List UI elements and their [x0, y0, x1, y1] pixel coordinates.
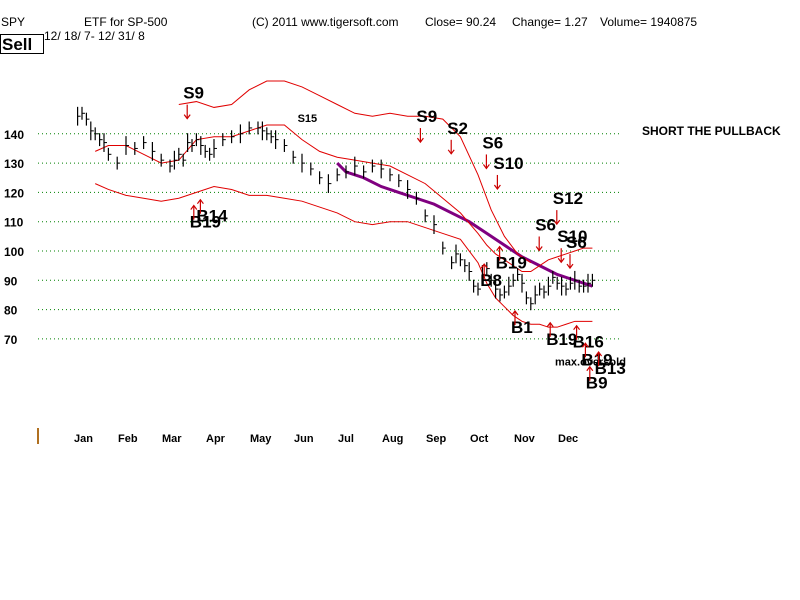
y-tick-label: 110 — [4, 216, 24, 230]
signal-label: B16 — [573, 333, 604, 352]
signal-arrowhead — [573, 324, 581, 331]
strategy-note: SHORT THE PULLBACK — [642, 124, 781, 138]
signal-arrowhead — [566, 263, 574, 270]
grid-lines — [38, 133, 620, 340]
price-bars — [76, 106, 596, 311]
x-tick-label: Jun — [294, 433, 314, 445]
signal-label: S2 — [447, 119, 468, 138]
signal-arrowhead — [447, 149, 455, 155]
y-tick-label: 90 — [4, 274, 18, 288]
change-value: Change= 1.27 — [512, 15, 588, 29]
signal-arrowhead — [553, 219, 561, 226]
x-tick-label: Nov — [514, 433, 536, 445]
signal-label: max.oversold — [555, 356, 626, 368]
signal-label: B1 — [511, 318, 533, 337]
date-range: 12/ 18/ 7- 12/ 31/ 8 — [44, 29, 145, 43]
x-tick-label: Apr — [206, 433, 226, 445]
signal-arrowhead — [493, 184, 501, 190]
signal-arrowhead — [557, 257, 565, 264]
signal-arrowhead — [586, 365, 594, 372]
signal-label: B9 — [586, 374, 608, 393]
signal-arrowhead — [416, 137, 424, 144]
signal-label: B13 — [595, 359, 626, 378]
signal-arrowhead — [480, 263, 488, 269]
x-tick-label: Sep — [426, 433, 446, 445]
signal-arrowhead — [482, 164, 490, 170]
signal-label: B19 — [190, 213, 221, 232]
signal-arrowhead — [535, 246, 543, 252]
x-axis-labels: Jan Feb Mar Apr May Jun Jul Aug Sep Oct Nov Dec — [37, 428, 578, 445]
upper-band-line — [94, 124, 593, 273]
fund-description: ETF for SP-500 — [84, 15, 168, 29]
signal-arrowhead — [183, 114, 191, 120]
x-tick-label: Feb — [118, 433, 138, 445]
signal-label: B8 — [480, 271, 502, 290]
x-tick-label: Jan — [74, 433, 93, 445]
signal-arrowhead — [581, 342, 589, 348]
x-tick-label: Dec — [558, 433, 578, 445]
signal-label: S6 — [482, 133, 503, 152]
signal-arrowhead — [595, 351, 603, 357]
copyright-text: (C) 2011 www.tigersoft.com — [252, 15, 399, 29]
signal-label: S6 — [535, 215, 556, 234]
x-tick-label: May — [250, 433, 272, 445]
signal-label: S10 — [493, 154, 523, 173]
signal-arrowhead — [511, 310, 519, 316]
x-tick-label: Oct — [470, 433, 489, 445]
y-tick-label: 120 — [4, 186, 24, 200]
y-tick-label: 100 — [4, 245, 24, 259]
signal-label: S10 — [557, 227, 587, 246]
close-value: Close= 90.24 — [425, 15, 497, 29]
signal-label: B19 — [496, 254, 527, 273]
signal-label: B19 — [581, 350, 612, 369]
status-badge: Sell — [0, 34, 44, 54]
moving-average-line — [336, 162, 593, 288]
x-tick-label: Jul — [338, 433, 354, 445]
y-tick-label: 130 — [4, 157, 24, 171]
y-axis-labels: 140 130 120 110 100 90 80 70 — [4, 128, 24, 347]
x-tick-label: Mar — [162, 433, 182, 445]
outer-band-line — [178, 80, 532, 264]
signal-arrowhead — [196, 198, 204, 205]
signal-label: S15 — [298, 113, 318, 125]
chart-lines — [94, 80, 593, 328]
signal-label: S12 — [553, 189, 583, 208]
signal-label: S9 — [183, 84, 204, 103]
signal-label: B19 — [546, 330, 577, 349]
x-tick-label: Aug — [382, 433, 403, 445]
signal-arrowhead — [496, 245, 504, 251]
signal-label: S9 — [416, 107, 437, 126]
ticker-symbol: SPY — [1, 15, 26, 29]
signal-arrowhead — [546, 321, 554, 328]
signal-label: B14 — [196, 207, 228, 226]
y-tick-label: 80 — [4, 304, 18, 318]
signal-arrowhead — [190, 204, 198, 210]
lower-band-line — [94, 183, 593, 328]
y-tick-label: 140 — [4, 128, 24, 142]
signal-label: S6 — [566, 233, 587, 252]
volume-value: Volume= 1940875 — [600, 15, 698, 29]
y-tick-label: 70 — [4, 333, 18, 347]
